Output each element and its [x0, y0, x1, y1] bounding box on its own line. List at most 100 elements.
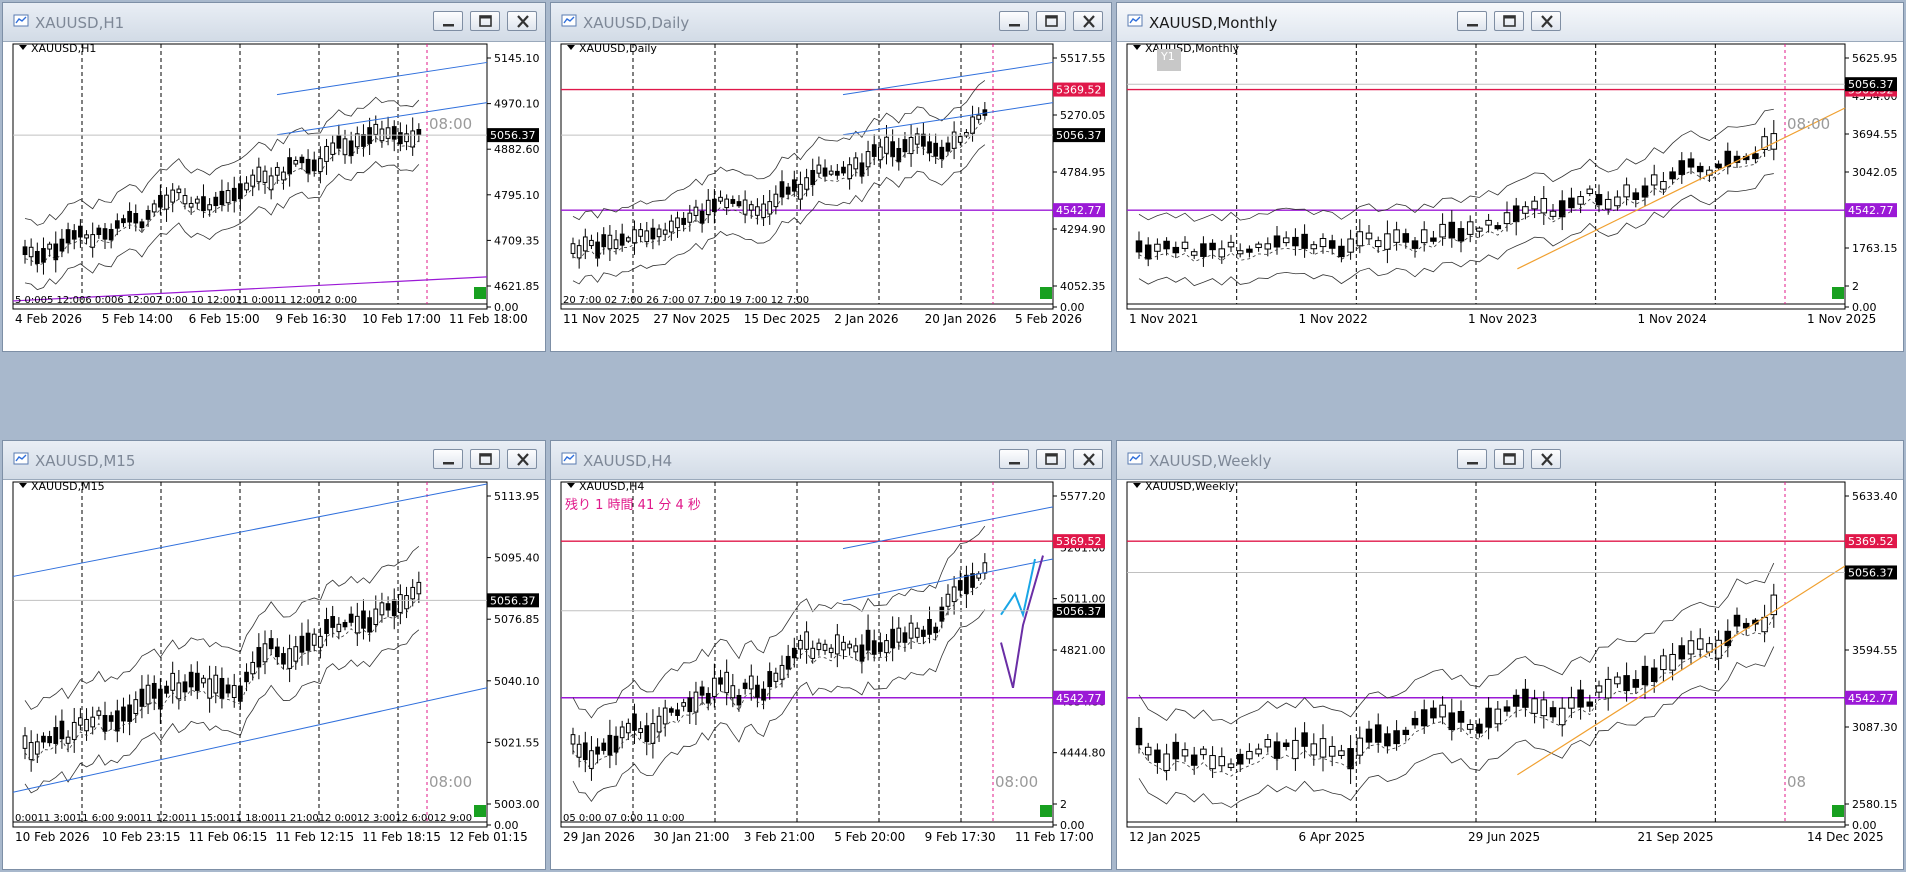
window-titlebar[interactable]: XAUUSD,Weekly: [1117, 441, 1903, 480]
current-price-label: 5056.37: [1056, 129, 1102, 142]
subwindow-time-labels: 20 7:00 02 7:00 26 7:00 07 7:00 19 7:00 …: [563, 295, 809, 306]
scroll-mini-button[interactable]: [474, 287, 486, 299]
candle-body: [1503, 706, 1511, 712]
window-titlebar[interactable]: XAUUSD,M15: [3, 441, 545, 480]
chevron-down-icon[interactable]: [567, 483, 575, 488]
candle-body: [182, 681, 188, 693]
candle-body: [1181, 241, 1189, 249]
chart-window-m15[interactable]: XAUUSD,M15 XAUUSD,M15 5113.95 5095.40 5076.…: [2, 440, 546, 870]
chevron-down-icon[interactable]: [19, 483, 27, 488]
candle-body: [1466, 724, 1474, 730]
maximize-button[interactable]: [1036, 449, 1066, 469]
minimize-button[interactable]: [433, 11, 463, 31]
time-axis-label: 9 Feb 17:30: [925, 830, 996, 844]
chart-window-monthly[interactable]: XAUUSD,Monthly XAUUSD,Monthly5625.954334…: [1116, 2, 1904, 352]
candle-body: [662, 707, 668, 725]
maximize-button[interactable]: [470, 11, 500, 31]
candle-body: [1282, 742, 1290, 747]
maximize-button[interactable]: [1494, 11, 1524, 31]
channel-line-upper: [842, 61, 1054, 96]
candle-body: [299, 635, 305, 653]
candle-body: [133, 699, 139, 714]
candle-body: [1374, 240, 1382, 248]
chart-window-daily[interactable]: XAUUSD,Daily XAUUSD,Daily 5517.55 5270.05 4…: [550, 2, 1112, 352]
window-titlebar[interactable]: XAUUSD,H1: [3, 3, 545, 42]
channel-line-lower: [842, 102, 1054, 136]
close-button[interactable]: [1073, 11, 1103, 31]
candle-body: [921, 133, 926, 147]
candle-body: [1163, 753, 1170, 771]
chart-window-icon: [1127, 452, 1143, 465]
candle-body: [151, 682, 157, 699]
candle-body: [1660, 655, 1667, 671]
time-axis-label: 11 Nov 2025: [563, 312, 640, 326]
candle-body: [225, 190, 231, 204]
window-titlebar[interactable]: XAUUSD,Daily: [551, 3, 1111, 42]
chart-window-h4[interactable]: XAUUSD,H4 XAUUSD,H45577.205201.005011.00…: [550, 440, 1112, 870]
candle-body: [41, 248, 46, 263]
candle-body: [976, 114, 982, 120]
candle-body: [576, 743, 582, 758]
chevron-down-icon[interactable]: [19, 45, 27, 50]
price-tick-label: 5040.10: [494, 675, 540, 688]
close-button[interactable]: [1531, 449, 1561, 469]
scroll-mini-button[interactable]: [1040, 287, 1052, 299]
window-titlebar[interactable]: XAUUSD,Monthly: [1117, 3, 1903, 42]
scroll-mini-button[interactable]: [1040, 805, 1052, 817]
minimize-button[interactable]: [999, 11, 1029, 31]
chart-area[interactable]: XAUUSD,H1 5145.10 4970.10 4882.60 4795.10 470…: [3, 41, 546, 352]
chart-window-weekly[interactable]: XAUUSD,Weekly XAUUSD,Weekly5633.404111.9…: [1116, 440, 1904, 870]
candle-body: [78, 717, 83, 726]
candle-body: [1218, 248, 1226, 258]
candle-body: [730, 685, 736, 699]
chart-area[interactable]: XAUUSD,Monthly5625.954334.003694.553042.…: [1117, 41, 1904, 352]
candle-body: [1558, 707, 1566, 726]
close-button[interactable]: [507, 11, 537, 31]
price-tick-label: 5076.85: [494, 613, 540, 626]
close-icon: [1541, 453, 1553, 466]
chevron-down-icon[interactable]: [1133, 45, 1141, 50]
candle-body: [311, 159, 317, 172]
y1-marker-box[interactable]: [1157, 49, 1181, 71]
close-button[interactable]: [507, 449, 537, 469]
bar-countdown: 08:00: [995, 773, 1038, 791]
band-middle: [24, 136, 420, 266]
minimize-button[interactable]: [433, 449, 463, 469]
candle-body: [712, 677, 717, 697]
candle-body: [970, 573, 975, 588]
candle-body: [1715, 163, 1722, 169]
maximize-button[interactable]: [1494, 449, 1524, 469]
scroll-mini-button[interactable]: [1832, 805, 1844, 817]
scroll-mini-button[interactable]: [1832, 287, 1844, 299]
candle-body: [964, 574, 969, 595]
candle-body: [127, 210, 132, 223]
chart-area[interactable]: XAUUSD,Daily 5517.55 5270.05 4784.95 4294.90…: [551, 41, 1112, 352]
chevron-down-icon[interactable]: [1133, 483, 1141, 488]
minimize-button[interactable]: [1457, 449, 1487, 469]
candle-body: [1531, 698, 1538, 714]
chart-area[interactable]: XAUUSD,Weekly5633.404111.953594.553087.3…: [1117, 479, 1904, 870]
close-button[interactable]: [1073, 449, 1103, 469]
maximize-button[interactable]: [1036, 11, 1066, 31]
chart-area[interactable]: XAUUSD,M15 5113.95 5095.40 5076.85 5040.10 50…: [3, 479, 546, 870]
time-axis-label: 29 Jan 2026: [563, 830, 635, 844]
scroll-mini-button[interactable]: [474, 805, 486, 817]
window-titlebar[interactable]: XAUUSD,H4: [551, 441, 1111, 480]
price-tick-label: 0.00: [1852, 819, 1877, 832]
close-button[interactable]: [1531, 11, 1561, 31]
chart-window-h1[interactable]: XAUUSD,H1 XAUUSD,H1 5145.10 4970.10 4882.60…: [2, 2, 546, 352]
candle-body: [164, 685, 169, 694]
candle-body: [1696, 638, 1704, 650]
moving-average-line: [1517, 107, 1846, 270]
candle-body: [1227, 241, 1235, 248]
price-tick-label: 0.00: [1060, 301, 1085, 314]
chevron-down-icon[interactable]: [567, 45, 575, 50]
candle-body: [1577, 196, 1584, 205]
candle-body: [859, 644, 865, 662]
bar-countdown: 08:00: [429, 115, 472, 133]
minimize-button[interactable]: [1457, 11, 1487, 31]
band-lower: [24, 161, 420, 291]
chart-area[interactable]: XAUUSD,H45577.205201.005011.004821.00463…: [551, 479, 1112, 870]
minimize-button[interactable]: [999, 449, 1029, 469]
maximize-button[interactable]: [470, 449, 500, 469]
